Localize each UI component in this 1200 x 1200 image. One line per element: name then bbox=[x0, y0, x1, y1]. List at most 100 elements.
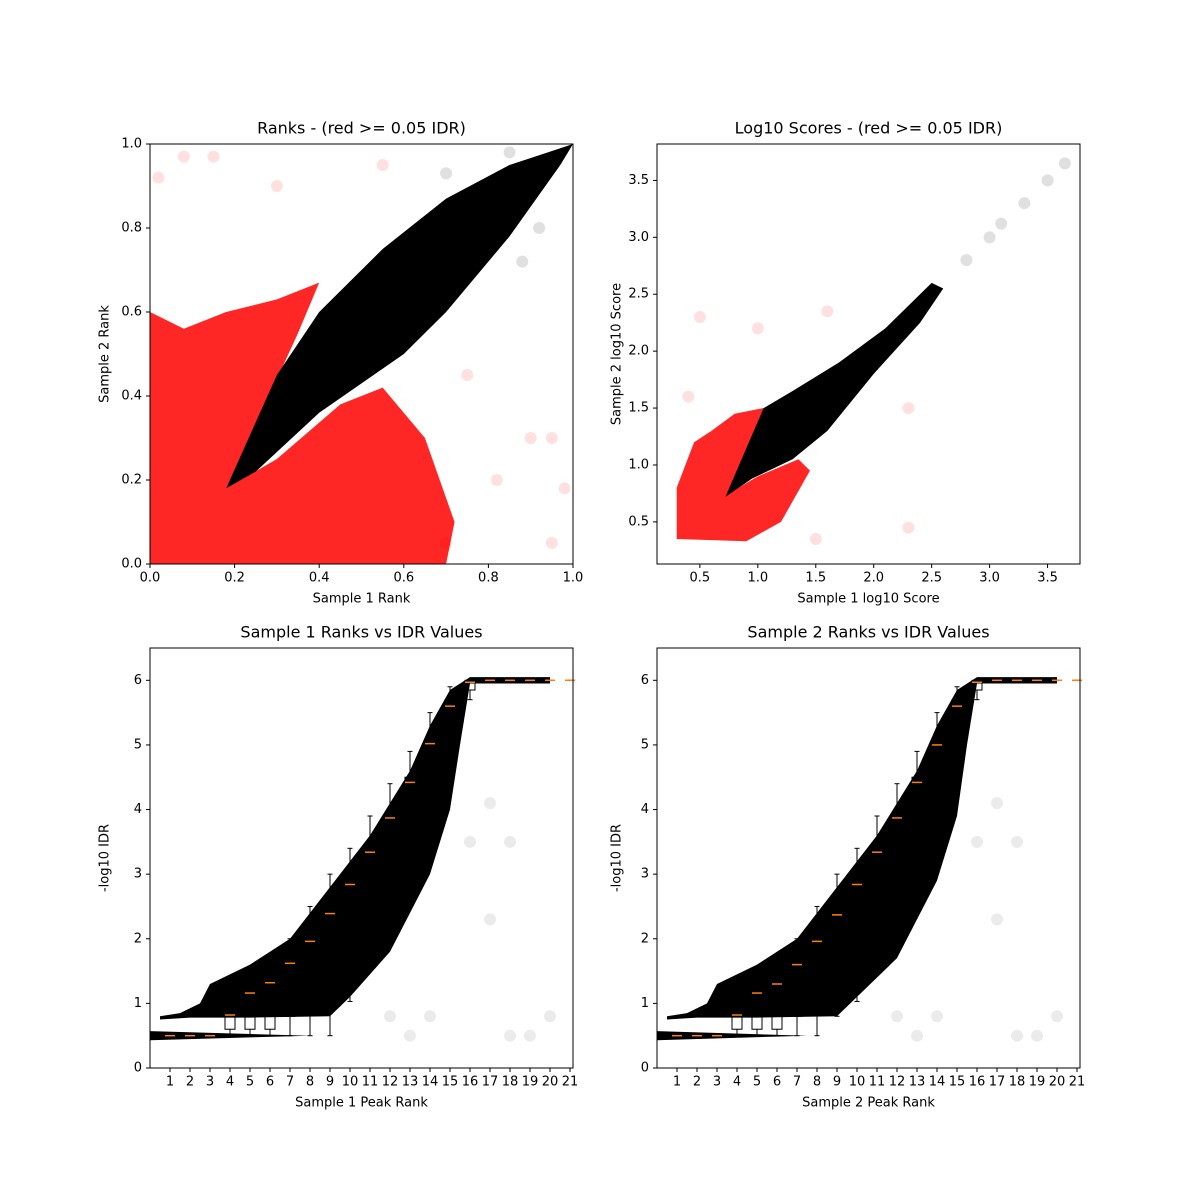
x-tick-label: 7 bbox=[793, 1075, 801, 1090]
point bbox=[751, 322, 764, 335]
y-axis-label: -log10 IDR bbox=[98, 824, 113, 892]
axes-frame bbox=[656, 143, 1081, 565]
point bbox=[490, 474, 503, 486]
x-tick-label: 2.0 bbox=[863, 571, 884, 586]
point bbox=[693, 311, 706, 324]
x-tick-label: 18 bbox=[502, 1075, 519, 1090]
x-tick-label: 17 bbox=[989, 1075, 1006, 1090]
point bbox=[971, 835, 983, 848]
y-axis-label: -log10 IDR bbox=[610, 824, 625, 892]
point bbox=[152, 171, 165, 184]
x-tick-label: 6 bbox=[773, 1075, 781, 1090]
x-tick-label: 0.4 bbox=[309, 571, 330, 586]
x-tick-label: 19 bbox=[522, 1075, 539, 1090]
y-tick-label: 3 bbox=[641, 867, 649, 882]
point bbox=[991, 913, 1003, 926]
point bbox=[484, 913, 496, 926]
y-tick-label: 0.0 bbox=[121, 557, 142, 572]
y-tick-label: 2.0 bbox=[628, 344, 649, 359]
point bbox=[1058, 157, 1071, 170]
point bbox=[821, 305, 834, 318]
x-tick-label: 9 bbox=[833, 1075, 841, 1090]
point bbox=[516, 255, 529, 268]
y-axis-label: Sample 2 log10 Score bbox=[610, 283, 625, 425]
x-tick-label: 9 bbox=[326, 1075, 334, 1090]
y-tick-label: 0.4 bbox=[121, 389, 142, 404]
point bbox=[1018, 197, 1031, 210]
y-tick-label: 0.2 bbox=[121, 473, 142, 488]
point bbox=[983, 231, 996, 244]
point bbox=[911, 1029, 923, 1042]
x-axis-label: Sample 1 Rank bbox=[313, 592, 411, 607]
dense-region bbox=[226, 144, 573, 489]
x-tick-label: 8 bbox=[306, 1075, 314, 1090]
point bbox=[484, 797, 496, 810]
x-tick-label: 0.6 bbox=[393, 571, 414, 586]
subplot: 0.5 1.0 1.5 2.0 2.5 3.0 3.5 0.5 1.0 1.5 2.0 2.5 3.0 3… bbox=[610, 119, 1081, 607]
y-tick-label: 3 bbox=[134, 867, 142, 882]
x-tick-label: 14 bbox=[929, 1075, 946, 1090]
x-tick-label: 1.0 bbox=[563, 571, 584, 586]
plot-area bbox=[657, 677, 1063, 1042]
x-tick-label: 10 bbox=[342, 1075, 359, 1090]
y-tick-label: 3.0 bbox=[628, 230, 649, 245]
point bbox=[891, 1010, 903, 1023]
x-tick-label: 5 bbox=[753, 1075, 761, 1090]
x-tick-label: 16 bbox=[969, 1075, 986, 1090]
point bbox=[524, 432, 537, 444]
y-tick-label: 5 bbox=[641, 737, 649, 752]
point bbox=[544, 1010, 556, 1023]
point bbox=[524, 1029, 536, 1042]
x-tick-label: 1.0 bbox=[747, 571, 768, 586]
point bbox=[461, 369, 474, 381]
x-tick-label: 12 bbox=[889, 1075, 906, 1090]
y-tick-label: 1.0 bbox=[628, 457, 649, 472]
x-tick-label: 6 bbox=[266, 1075, 274, 1090]
point bbox=[270, 180, 283, 192]
y-tick-label: 0.8 bbox=[121, 221, 142, 236]
point bbox=[207, 150, 220, 163]
plot-area bbox=[676, 157, 1071, 545]
y-tick-label: 1.0 bbox=[121, 137, 142, 152]
x-tick-label: 7 bbox=[286, 1075, 294, 1090]
point bbox=[931, 1010, 943, 1023]
point bbox=[1011, 1029, 1023, 1042]
point bbox=[177, 150, 190, 163]
y-tick-label: 0.6 bbox=[121, 305, 142, 320]
x-tick-label: 3 bbox=[713, 1075, 721, 1090]
point bbox=[504, 835, 516, 848]
x-tick-label: 10 bbox=[849, 1075, 866, 1090]
x-tick-label: 15 bbox=[949, 1075, 966, 1090]
chart-title: Log10 Scores - (red >= 0.05 IDR) bbox=[735, 119, 1003, 138]
x-tick-label: 3 bbox=[206, 1075, 214, 1090]
y-tick-label: 0 bbox=[641, 1061, 649, 1076]
axes-frame bbox=[149, 143, 574, 565]
x-tick-label: 15 bbox=[442, 1075, 459, 1090]
x-tick-label: 19 bbox=[1029, 1075, 1046, 1090]
dense-region bbox=[657, 1031, 807, 1041]
x-tick-label: 20 bbox=[1049, 1075, 1066, 1090]
axes-frame bbox=[656, 647, 1081, 1069]
x-tick-label: 0.5 bbox=[690, 571, 711, 586]
x-axis-label: Sample 1 log10 Score bbox=[797, 592, 939, 607]
subplot: 1 2 3 4 5 6 7 8 9 10 11 12 13 14 15 16 17 18 19 20 210123456… bbox=[610, 623, 1086, 1111]
point bbox=[504, 1029, 516, 1042]
dense-region bbox=[667, 677, 1057, 1020]
point bbox=[995, 217, 1008, 230]
x-tick-label: 21 bbox=[1069, 1075, 1086, 1090]
y-tick-label: 0.5 bbox=[628, 514, 649, 529]
point bbox=[404, 1029, 416, 1042]
chart-title: Sample 1 Ranks vs IDR Values bbox=[240, 623, 482, 642]
dense-region bbox=[150, 282, 455, 564]
plot-area bbox=[150, 144, 573, 564]
y-tick-label: 2 bbox=[134, 931, 142, 946]
y-tick-label: 2 bbox=[641, 931, 649, 946]
y-tick-label: 6 bbox=[134, 673, 142, 688]
point bbox=[902, 402, 915, 415]
x-tick-label: 2 bbox=[693, 1075, 701, 1090]
subplot: 1 2 3 4 5 6 7 8 9 10 11 12 13 14 15 16 17 18 19 20 210123456… bbox=[98, 623, 579, 1111]
point bbox=[533, 222, 546, 234]
x-tick-label: 0.8 bbox=[478, 571, 499, 586]
x-tick-label: 5 bbox=[246, 1075, 254, 1090]
